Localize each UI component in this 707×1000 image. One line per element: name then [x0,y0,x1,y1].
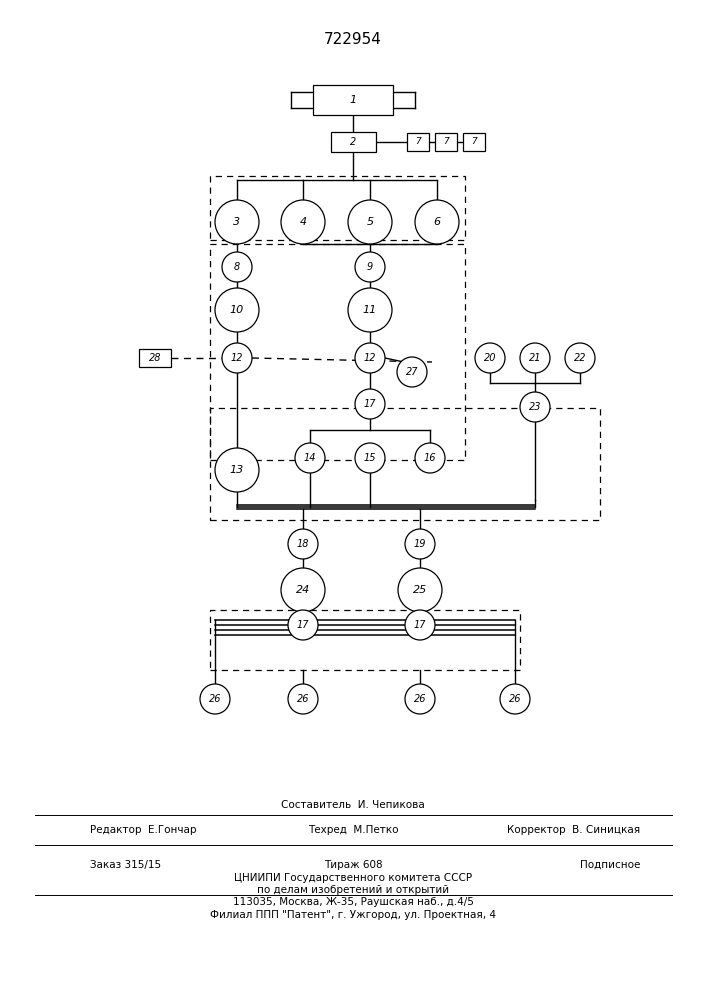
Text: 7: 7 [443,137,449,146]
Text: 28: 28 [148,353,161,363]
FancyBboxPatch shape [463,133,485,151]
Circle shape [288,684,318,714]
Text: 14: 14 [304,453,316,463]
Text: Корректор  В. Синицкая: Корректор В. Синицкая [507,825,640,835]
Text: 17: 17 [414,620,426,630]
FancyBboxPatch shape [435,133,457,151]
Text: 16: 16 [423,453,436,463]
Text: 20: 20 [484,353,496,363]
Text: 25: 25 [413,585,427,595]
Circle shape [415,443,445,473]
Text: 26: 26 [209,694,221,704]
Circle shape [405,529,435,559]
Circle shape [355,443,385,473]
Text: 26: 26 [509,694,521,704]
Circle shape [295,443,325,473]
FancyBboxPatch shape [407,133,429,151]
FancyBboxPatch shape [330,132,375,152]
Text: 113035, Москва, Ж-35, Раушская наб., д.4/5: 113035, Москва, Ж-35, Раушская наб., д.4… [233,897,474,907]
Text: 8: 8 [234,262,240,272]
Text: 10: 10 [230,305,244,315]
Text: 15: 15 [363,453,376,463]
Text: 9: 9 [367,262,373,272]
Text: 12: 12 [363,353,376,363]
Text: 26: 26 [414,694,426,704]
Text: Заказ 315/15: Заказ 315/15 [90,860,161,870]
Circle shape [222,343,252,373]
Text: 18: 18 [297,539,309,549]
FancyBboxPatch shape [139,349,171,367]
Text: 3: 3 [233,217,240,227]
Text: Редактор  Е.Гончар: Редактор Е.Гончар [90,825,197,835]
Circle shape [397,357,427,387]
Circle shape [200,684,230,714]
Text: 27: 27 [406,367,419,377]
Circle shape [398,568,442,612]
Circle shape [500,684,530,714]
Text: 4: 4 [300,217,307,227]
Text: 23: 23 [529,402,542,412]
Text: 1: 1 [349,95,356,105]
Circle shape [288,610,318,640]
Circle shape [405,610,435,640]
Circle shape [405,684,435,714]
Text: Техред  М.Петко: Техред М.Петко [308,825,398,835]
Text: 6: 6 [433,217,440,227]
Circle shape [565,343,595,373]
Circle shape [222,252,252,282]
Text: 11: 11 [363,305,377,315]
Text: 17: 17 [297,620,309,630]
Circle shape [281,200,325,244]
Text: 19: 19 [414,539,426,549]
Circle shape [520,343,550,373]
Text: Тираж 608: Тираж 608 [324,860,382,870]
Circle shape [215,448,259,492]
Circle shape [215,200,259,244]
Text: Подписное: Подписное [580,860,640,870]
Text: ЦНИИПИ Государственного комитета СССР: ЦНИИПИ Государственного комитета СССР [234,873,472,883]
Circle shape [288,529,318,559]
Circle shape [215,288,259,332]
Circle shape [281,568,325,612]
Circle shape [475,343,505,373]
Circle shape [348,288,392,332]
Text: 5: 5 [366,217,373,227]
Circle shape [355,343,385,373]
Text: Составитель  И. Чепикова: Составитель И. Чепикова [281,800,425,810]
Text: Филиал ППП "Патент", г. Ужгород, ул. Проектная, 4: Филиал ППП "Патент", г. Ужгород, ул. Про… [210,910,496,920]
Text: 17: 17 [363,399,376,409]
Text: 2: 2 [350,137,356,147]
Circle shape [355,389,385,419]
FancyBboxPatch shape [313,85,393,115]
Text: 22: 22 [574,353,586,363]
Circle shape [355,252,385,282]
Text: 13: 13 [230,465,244,475]
Circle shape [415,200,459,244]
Circle shape [348,200,392,244]
Text: 24: 24 [296,585,310,595]
Circle shape [520,392,550,422]
Text: 21: 21 [529,353,542,363]
Text: по делам изобретений и открытий: по делам изобретений и открытий [257,885,449,895]
Text: 7: 7 [415,137,421,146]
Text: 722954: 722954 [324,32,382,47]
Text: 7: 7 [471,137,477,146]
Text: 12: 12 [230,353,243,363]
Text: 26: 26 [297,694,309,704]
